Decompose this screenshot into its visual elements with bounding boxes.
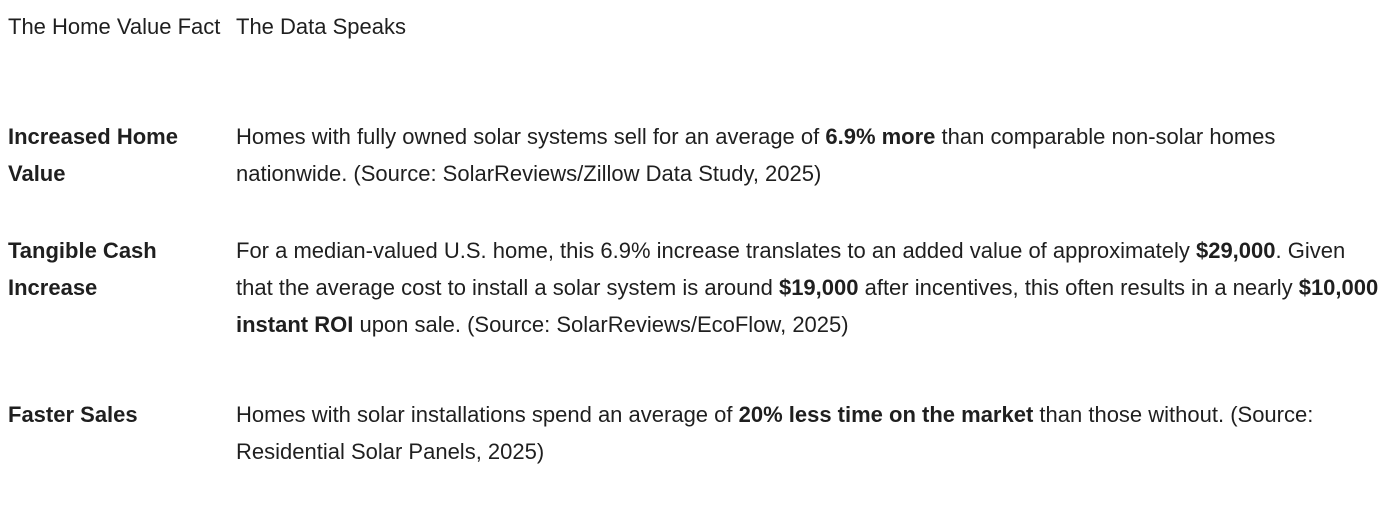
row-fact: Increased Home Value [8,124,178,186]
header-data: The Data Speaks [236,14,406,39]
table-row: Faster Sales Homes with solar installati… [8,396,1383,470]
table-row: Increased Home Value Homes with fully ow… [8,118,1383,192]
data-text: Homes with solar installations spend an … [236,402,739,427]
row-data: For a median-valued U.S. home, this 6.9%… [236,232,1383,343]
data-text: than those without. (Source: Residential… [236,402,1314,464]
table-row: Tangible Cash Increase For a median-valu… [8,232,1383,343]
data-text: than comparable non-solar homes nationwi… [236,124,1276,186]
row-fact: Faster Sales [8,402,138,427]
row-fact: Tangible Cash Increase [8,238,157,300]
header-fact: The Home Value Fact [8,14,221,39]
data-highlight: $19,000 [778,275,859,300]
data-highlight: $10,000 instant ROI [236,275,1379,337]
data-text: Homes with fully owned solar systems sel… [236,124,826,149]
data-highlight: 20% less time on the market [738,402,1034,427]
data-text: upon sale. (Source: SolarReviews/EcoFlow… [353,312,849,337]
row-data: Homes with solar installations spend an … [236,396,1383,470]
data-text: For a median-valued U.S. home, this 6.9%… [236,238,1196,263]
data-text: . Given that the average cost to install… [236,238,1346,300]
data-highlight: $29,000 [1195,238,1276,263]
data-text: after incentives, this often results in … [858,275,1299,300]
table-header-row: The Home Value Fact The Data Speaks [8,8,1383,45]
row-data: Homes with fully owned solar systems sel… [236,118,1383,192]
data-highlight: 6.9% more [825,124,936,149]
